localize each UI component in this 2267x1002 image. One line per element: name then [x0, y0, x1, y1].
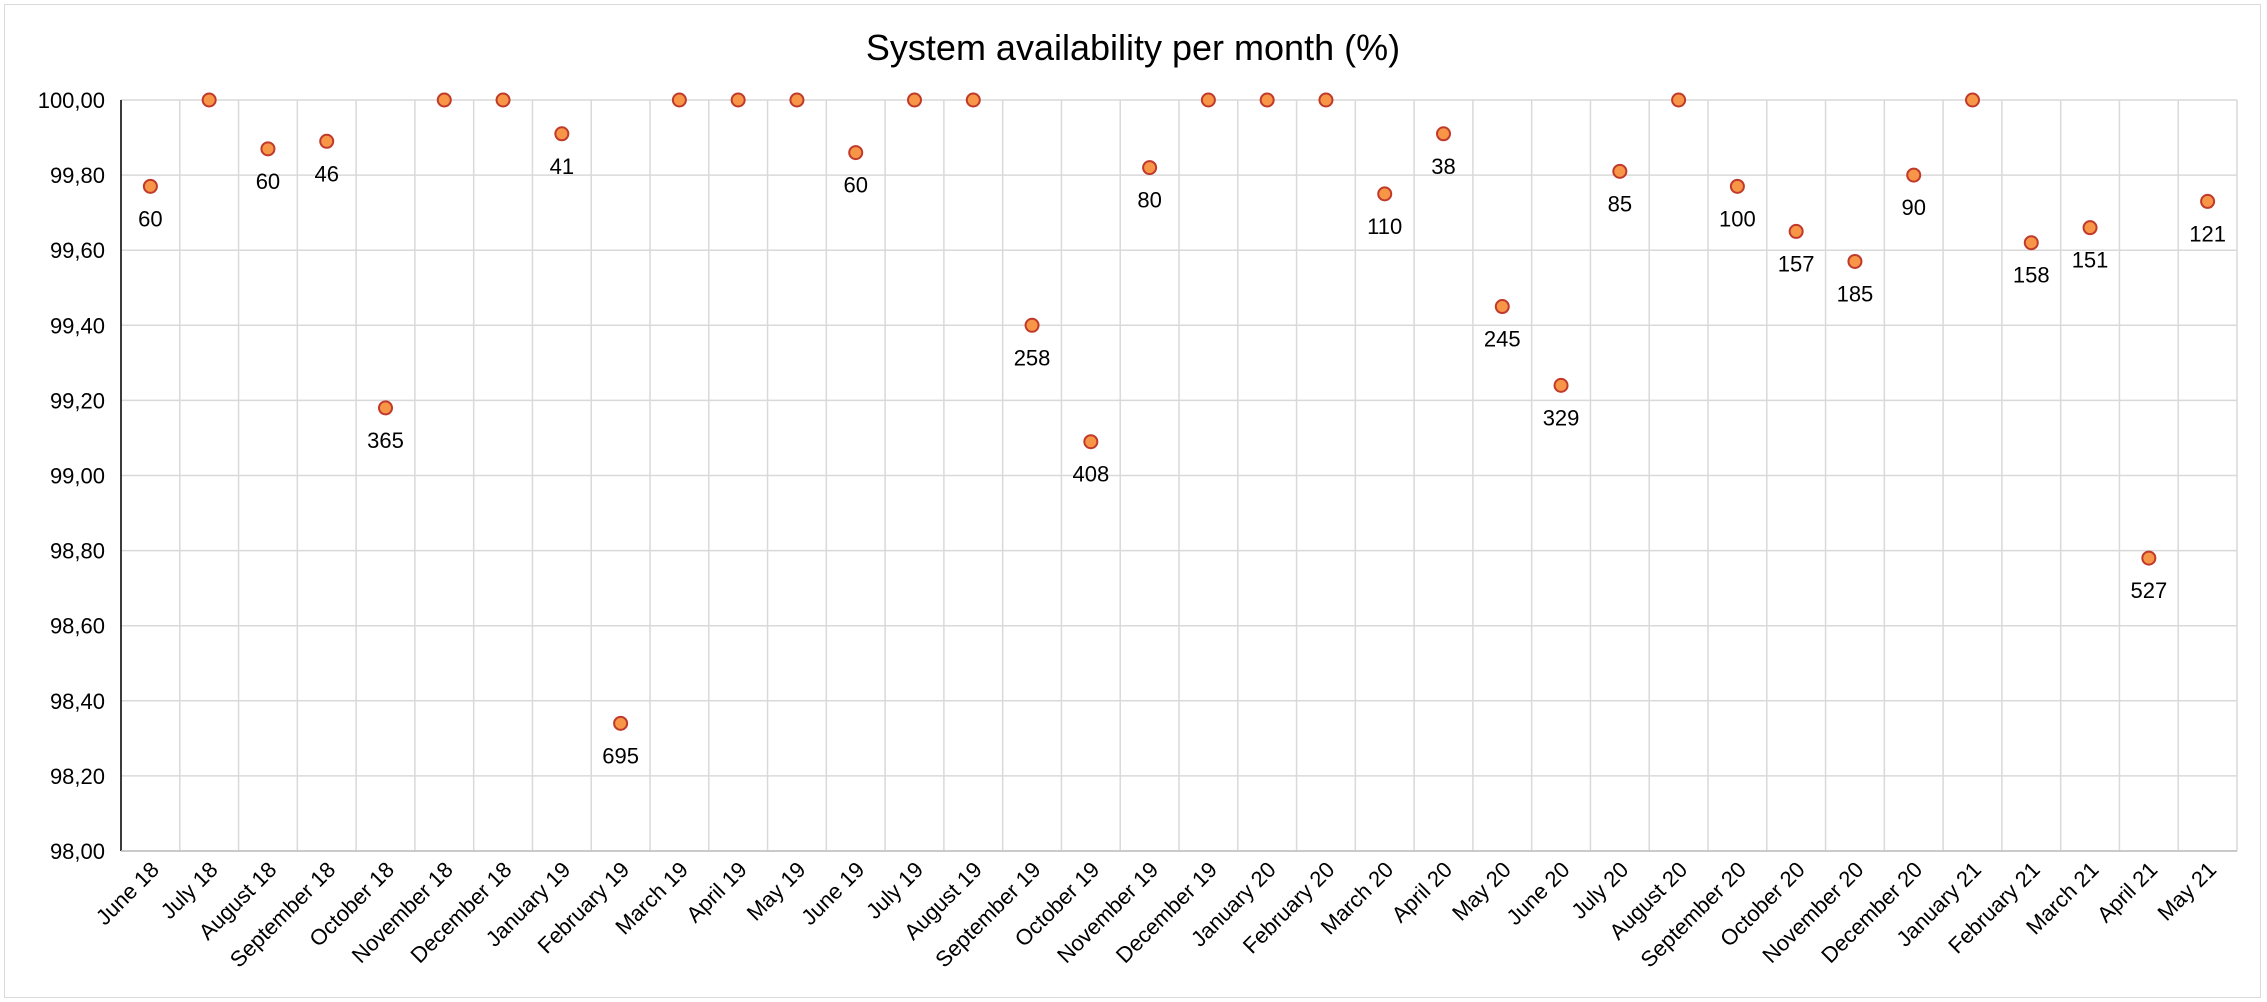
data-point	[1436, 126, 1451, 142]
x-tick-label: April 21	[2092, 857, 2162, 927]
x-tick-label: April 19	[681, 857, 751, 927]
data-label: 408	[1072, 462, 1109, 487]
data-point	[2200, 193, 2216, 209]
y-tick-label: 99,00	[50, 464, 105, 489]
data-point	[1259, 92, 1275, 108]
data-label: 527	[2130, 578, 2167, 603]
data-label: 90	[1901, 195, 1925, 220]
x-tick-label: June 18	[91, 857, 164, 930]
data-point	[319, 133, 335, 149]
data-point	[1553, 377, 1569, 393]
data-label: 245	[1484, 327, 1521, 352]
data-point	[848, 145, 864, 161]
data-point	[730, 92, 746, 108]
y-tick-label: 98,00	[50, 839, 105, 864]
data-label: 46	[314, 161, 338, 186]
y-tick-label: 99,40	[50, 313, 105, 338]
data-label: 60	[256, 169, 280, 194]
data-point	[2082, 220, 2098, 236]
data-point	[1142, 160, 1158, 176]
y-tick-label: 98,40	[50, 689, 105, 714]
data-label: 80	[1137, 188, 1161, 213]
y-tick-labels: 98,00 98,20 98,40 98,60 98,80 99,00 99,20 99,40…	[38, 88, 105, 864]
data-label: 158	[2013, 263, 2050, 288]
data-point	[1024, 317, 1040, 333]
data-label: 329	[1543, 405, 1580, 430]
data-point	[1729, 178, 1745, 194]
data-point	[1612, 163, 1628, 179]
data-point	[613, 715, 629, 731]
x-tick-label: June 19	[796, 857, 869, 930]
y-tick-label: 98,20	[50, 764, 105, 789]
data-point	[436, 92, 452, 108]
data-label: 100	[1719, 206, 1756, 231]
data-point	[2023, 235, 2039, 251]
data-point	[1671, 92, 1687, 108]
data-point	[671, 92, 687, 108]
data-label: 38	[1431, 154, 1455, 179]
y-tick-label: 98,80	[50, 539, 105, 564]
data-labels: 60 60 46 365 41 695 60 258 408 80 110 38 245 329 85 100…	[138, 154, 2226, 769]
axes	[120, 100, 2237, 852]
data-point	[1318, 92, 1334, 108]
x-tick-label: May 21	[2152, 857, 2221, 926]
data-point	[495, 92, 511, 108]
data-label: 365	[367, 428, 404, 453]
data-points	[142, 92, 2216, 731]
data-point	[142, 178, 158, 194]
data-point	[1083, 434, 1099, 450]
y-tick-label: 98,60	[50, 614, 105, 639]
y-tick-label: 99,20	[50, 388, 105, 413]
data-point	[554, 126, 570, 142]
data-point	[260, 141, 276, 157]
data-point	[789, 92, 805, 108]
data-point	[907, 92, 922, 108]
data-label: 41	[550, 154, 574, 179]
data-point	[1377, 186, 1393, 202]
data-point	[201, 92, 217, 108]
data-label: 60	[138, 206, 162, 231]
chart-title: System availability per month (%)	[866, 27, 1400, 68]
data-label: 695	[602, 743, 639, 768]
data-label: 258	[1014, 345, 1051, 370]
data-point	[1847, 253, 1863, 269]
y-tick-label: 99,60	[50, 238, 105, 263]
data-label: 157	[1778, 251, 1815, 276]
data-point	[1906, 167, 1922, 183]
x-tick-label: April 20	[1387, 857, 1457, 927]
data-point	[965, 92, 981, 108]
data-point	[1965, 92, 1980, 108]
data-label: 185	[1837, 281, 1874, 306]
data-label: 60	[843, 173, 867, 198]
data-point	[378, 400, 393, 416]
x-tick-label: June 20	[1502, 857, 1575, 930]
data-label: 110	[1367, 214, 1402, 239]
data-point	[2141, 550, 2157, 566]
data-point	[1494, 299, 1510, 315]
y-tick-label: 99,80	[50, 163, 105, 188]
data-point	[1788, 223, 1804, 239]
data-point	[1200, 92, 1216, 108]
data-label: 151	[2072, 248, 2109, 273]
data-label: 121	[2189, 221, 2226, 246]
data-label: 85	[1608, 191, 1632, 216]
y-tick-label: 100,00	[38, 88, 105, 113]
